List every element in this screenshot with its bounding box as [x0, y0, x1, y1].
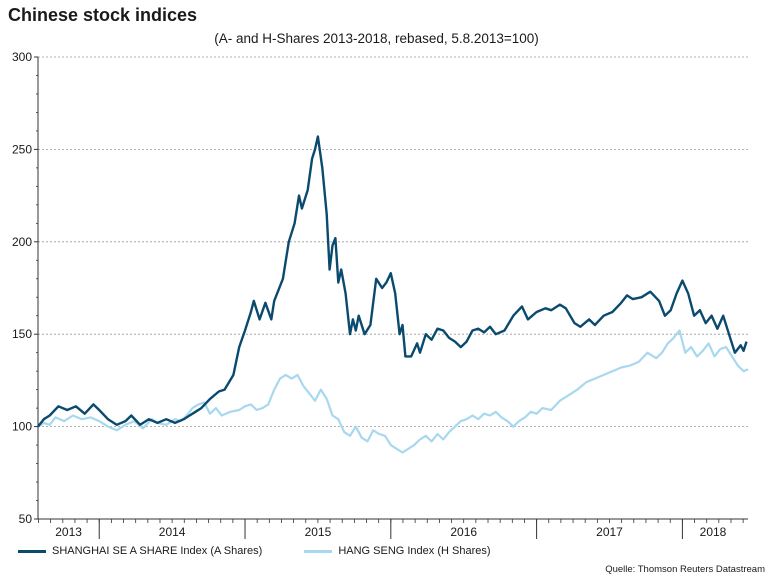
x-tick-label: 2016 [450, 525, 477, 539]
series-line-a-shares [37, 135, 748, 428]
y-tick-label: 50 [19, 512, 33, 526]
chart-title: Chinese stock indices [8, 5, 198, 25]
chart-subtitle-text: (A- and H-Shares 2013-2018, rebased, 5.8… [214, 31, 539, 46]
y-tick-label: 300 [12, 50, 32, 64]
legend: SHANGHAI SE A SHARE Index (A Shares) HAN… [18, 545, 533, 557]
y-tick-label: 150 [12, 327, 32, 341]
y-tick-label: 200 [12, 235, 32, 249]
legend-label-a-shares: SHANGHAI SE A SHARE Index (A Shares) [52, 545, 263, 557]
y-tick-label: 250 [12, 142, 32, 156]
legend-item-a-shares: SHANGHAI SE A SHARE Index (A Shares) [18, 545, 262, 557]
series-layer [37, 135, 749, 454]
legend-item-h-shares: HANG SENG Index (H Shares) [304, 545, 491, 557]
legend-swatch-h-shares [304, 549, 333, 553]
legend-swatch-a-shares [18, 549, 46, 553]
chart-subtitle: (A- and H-Shares 2013-2018, rebased, 5.8… [0, 31, 773, 46]
x-tick-label: 2014 [159, 525, 186, 539]
source-note: Quelle: Thomson Reuters Datastream [605, 564, 765, 575]
legend-label-h-shares: HANG SENG Index (H Shares) [338, 545, 491, 557]
series-line-h-shares [37, 329, 749, 454]
x-tick-label: 2015 [305, 525, 332, 539]
grid-lines [38, 56, 748, 428]
y-tick-label: 100 [12, 420, 32, 434]
axes: 50 100 150 200 250 300 2013 2014 2015 2016 2017 201… [12, 50, 748, 539]
x-tick-label: 2013 [55, 525, 82, 539]
x-tick-label: 2018 [700, 525, 727, 539]
line-chart: 50 100 150 200 250 300 2013 2014 2015 2016 2017 201… [12, 50, 749, 539]
x-tick-label: 2017 [596, 525, 623, 539]
